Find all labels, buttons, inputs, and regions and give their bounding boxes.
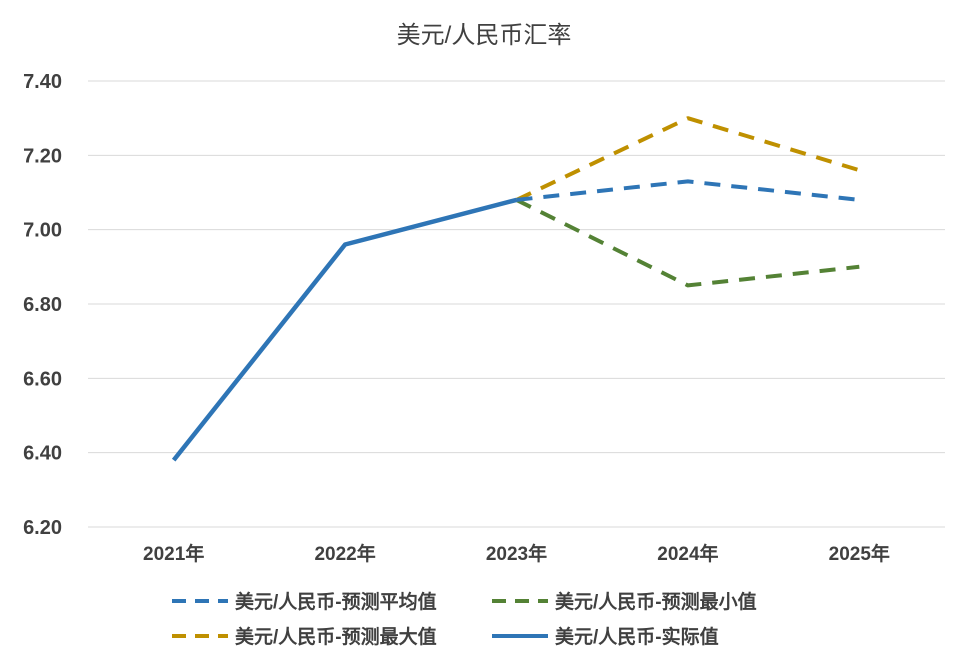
legend-label: 美元/人民币-预测平均值 [235, 590, 437, 613]
series-line-1 [515, 198, 860, 288]
chart-title: 美元/人民币汇率 [397, 22, 572, 49]
legend-label: 美元/人民币-预测最大值 [235, 625, 437, 648]
y-tick-label: 6.20 [23, 517, 62, 539]
y-tick-label: 6.40 [23, 443, 62, 465]
y-tick-label: 7.20 [23, 145, 62, 167]
legend-label: 美元/人民币-实际值 [555, 625, 719, 648]
x-tick-label: 2023年 [486, 542, 547, 565]
x-tick-label: 2025年 [829, 542, 890, 565]
y-tick-label: 7.40 [23, 71, 62, 93]
series-line-0 [516, 179, 860, 202]
y-tick-label: 6.60 [23, 368, 62, 390]
y-axis-ticks: 6.20 6.40 6.60 6.80 7.00 7.20 7.40 [23, 71, 62, 539]
x-tick-label: 2021年 [143, 542, 204, 565]
y-tick-label: 7.00 [23, 220, 62, 242]
x-tick-label: 2024年 [657, 542, 718, 565]
series-line-3 [171, 197, 518, 462]
series-lines [171, 116, 860, 462]
x-axis-ticks: 2021年 2022年 2023年 2024年 2025年 [143, 542, 890, 565]
x-tick-label: 2022年 [314, 542, 375, 565]
y-tick-label: 6.80 [23, 294, 62, 316]
gridlines [88, 80, 945, 528]
series-line-2 [515, 116, 860, 202]
legend-label: 美元/人民币-预测最小值 [555, 590, 757, 613]
